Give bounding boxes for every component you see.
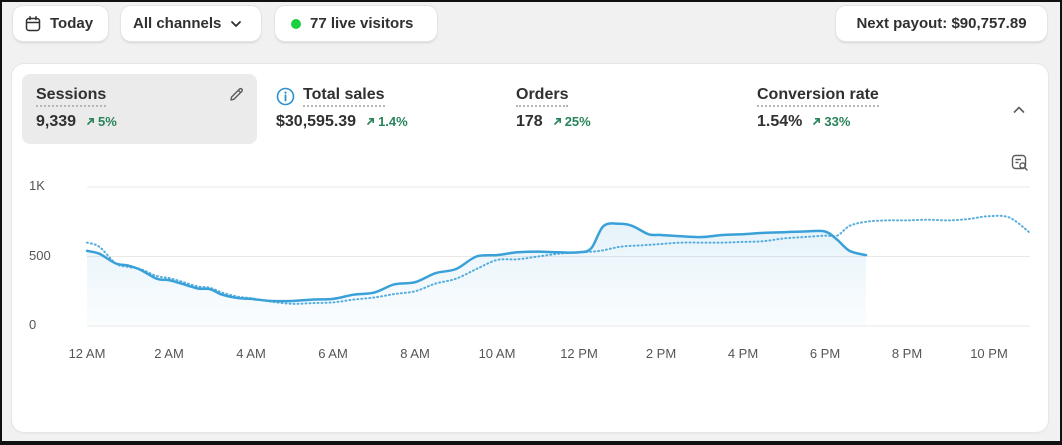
x-tick-label: 8 PM bbox=[891, 346, 923, 361]
metric-orders[interactable]: Orders 178 25% bbox=[502, 74, 732, 144]
y-tick-label: 500 bbox=[29, 247, 51, 263]
trend-up-icon bbox=[367, 117, 375, 126]
x-tick-label: 4 AM bbox=[236, 346, 266, 361]
calendar-icon bbox=[25, 15, 41, 32]
channel-filter-button[interactable]: All channels bbox=[121, 6, 261, 41]
y-tick-label: 0 bbox=[29, 317, 37, 332]
info-icon[interactable] bbox=[276, 87, 295, 106]
metric-label: Orders bbox=[516, 86, 569, 107]
x-tick-label: 8 AM bbox=[400, 346, 430, 361]
trend-up-icon bbox=[86, 117, 95, 126]
metric-label: Conversion rate bbox=[757, 86, 879, 107]
metric-label: Total sales bbox=[303, 86, 385, 107]
next-payout-label: Next payout: $90,757.89 bbox=[856, 15, 1027, 32]
metric-value: 178 bbox=[516, 113, 543, 130]
metric-value: 9,339 bbox=[36, 113, 77, 130]
next-payout-button[interactable]: Next payout: $90,757.89 bbox=[836, 6, 1047, 41]
x-tick-label: 12 AM bbox=[68, 346, 106, 361]
trend-up-icon bbox=[813, 117, 821, 126]
metric-value: 1.54% bbox=[757, 113, 803, 130]
metric-conversion-rate[interactable]: Conversion rate 1.54% 33% bbox=[743, 74, 973, 144]
x-tick-label: 4 PM bbox=[727, 346, 759, 361]
x-tick-label: 6 AM bbox=[318, 346, 348, 361]
live-visitors-label: 77 live visitors bbox=[310, 15, 414, 32]
metric-total-sales[interactable]: Total sales $30,595.39 1.4% bbox=[262, 74, 492, 144]
x-tick-label: 10 AM bbox=[478, 346, 516, 361]
live-visitors-button[interactable]: 77 live visitors bbox=[275, 6, 437, 41]
metric-label: Sessions bbox=[36, 86, 107, 107]
metric-change: 5% bbox=[86, 114, 117, 129]
metric-sessions[interactable]: Sessions 9,339 5% bbox=[22, 74, 257, 144]
x-tick-label: 2 AM bbox=[154, 346, 184, 361]
x-tick-label: 6 PM bbox=[809, 346, 841, 361]
live-status-dot bbox=[291, 18, 301, 29]
date-range-label: Today bbox=[50, 15, 94, 32]
metric-change: 33% bbox=[812, 114, 850, 129]
metric-change: 25% bbox=[553, 114, 591, 129]
chevron-down-icon bbox=[230, 18, 242, 30]
chevron-up-icon[interactable] bbox=[1011, 102, 1027, 118]
x-tick-label: 12 PM bbox=[560, 346, 598, 361]
metric-value: $30,595.39 bbox=[276, 113, 357, 130]
channel-filter-label: All channels bbox=[133, 15, 222, 32]
y-tick-label: 1K bbox=[29, 178, 45, 193]
pencil-icon[interactable] bbox=[228, 86, 245, 103]
analytics-card: Sessions 9,339 5% Total sales $30,595.39… bbox=[12, 64, 1048, 432]
x-tick-label: 10 PM bbox=[970, 346, 1008, 361]
x-tick-label: 2 PM bbox=[645, 346, 677, 361]
metric-change: 1.4% bbox=[366, 114, 408, 129]
trend-up-icon bbox=[553, 117, 561, 126]
date-range-button[interactable]: Today bbox=[13, 6, 108, 41]
chart-search-icon[interactable] bbox=[1011, 154, 1029, 172]
